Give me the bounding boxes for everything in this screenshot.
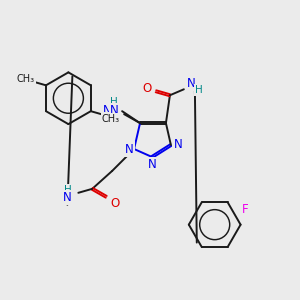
Text: CH₃: CH₃ [102, 114, 120, 124]
Text: H: H [195, 85, 202, 95]
Text: O: O [110, 197, 120, 210]
Text: N: N [63, 191, 72, 204]
Text: H: H [110, 97, 118, 107]
Text: N: N [173, 137, 182, 151]
Text: H: H [64, 185, 71, 195]
Text: H: H [108, 96, 117, 109]
Text: N: N [125, 142, 134, 155]
Text: O: O [142, 82, 152, 95]
Text: N: N [103, 104, 112, 117]
Text: H: H [103, 112, 112, 126]
Text: CH₃: CH₃ [17, 74, 35, 84]
Text: N: N [186, 77, 195, 90]
Text: F: F [242, 203, 248, 216]
Text: H: H [110, 114, 118, 124]
Text: N: N [110, 104, 118, 117]
Text: N: N [148, 158, 156, 171]
